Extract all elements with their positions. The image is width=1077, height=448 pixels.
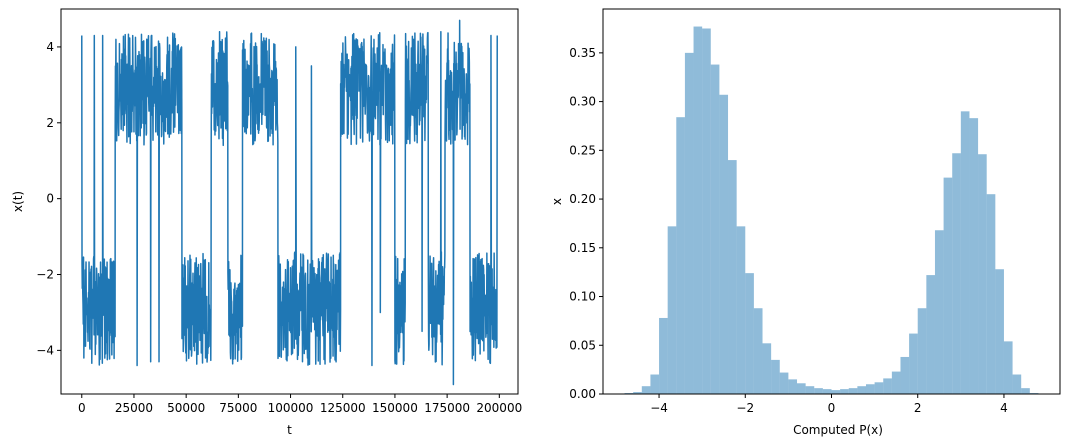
histogram-bar xyxy=(909,333,918,394)
histogram-bar xyxy=(667,226,677,394)
left-x-axis-label: t xyxy=(287,423,292,437)
left-x-tick-label: 25000 xyxy=(115,401,153,415)
histogram-bar xyxy=(1003,341,1013,394)
histogram-bar xyxy=(891,371,901,394)
left-y-axis-label: x(t) xyxy=(11,191,25,212)
left-y-tick-label: −2 xyxy=(36,268,54,282)
histogram-bar xyxy=(771,359,780,394)
right-x-tick-label: −2 xyxy=(736,401,754,415)
right-y-tick-label: 0.05 xyxy=(569,338,596,352)
histogram-bar xyxy=(633,392,642,394)
right-y-tick-label: 0.25 xyxy=(569,143,596,157)
histogram-bar xyxy=(1012,374,1022,394)
left-x-tick-label: 125000 xyxy=(320,401,366,415)
left-x-tick-label: 200000 xyxy=(476,401,522,415)
left-x-tick-label: 175000 xyxy=(424,401,470,415)
right-y-tick-label: 0.10 xyxy=(569,290,596,304)
left-y-tick-label: −4 xyxy=(36,343,54,357)
left-y-tick-label: 0 xyxy=(46,192,54,206)
histogram-bar xyxy=(883,378,892,394)
histogram-bar xyxy=(719,94,729,395)
left-axes-frame xyxy=(60,8,519,395)
histogram-bar xyxy=(865,384,875,394)
histogram-bar xyxy=(659,317,668,394)
left-y-ticks: −4 −2 0 2 4 xyxy=(36,40,61,357)
right-chart-panel: −4 −2 0 2 4 0.00 0.05 0.10 0.15 0.20 0.25 0.30 0.35… xyxy=(550,8,1061,437)
histogram-bar xyxy=(831,390,841,394)
histogram-bar xyxy=(943,177,953,394)
histogram-bar xyxy=(822,389,832,394)
right-x-tick-label: 2 xyxy=(914,401,922,415)
histogram-bar xyxy=(710,64,720,394)
right-y-ticks: 0.00 0.05 0.10 0.15 0.20 0.25 0.30 0.35 xyxy=(569,46,603,401)
histogram-bar xyxy=(805,386,815,394)
histogram-bar xyxy=(934,230,944,394)
right-x-axis-label: Computed P(x) xyxy=(793,423,883,437)
right-y-axis-label: x xyxy=(550,198,564,205)
left-plot-area xyxy=(81,19,498,386)
left-x-tick-label: 0 xyxy=(78,401,86,415)
right-y-tick-label: 0.35 xyxy=(569,46,596,60)
left-x-ticks: 0 25000 50000 75000 100000 125000 150000 175000… xyxy=(78,394,522,415)
right-x-tick-label: −4 xyxy=(650,401,668,415)
histogram-bar xyxy=(684,52,694,395)
right-histogram-bars xyxy=(624,26,1039,395)
histogram-bar xyxy=(814,388,823,394)
histogram-bar xyxy=(797,383,806,394)
histogram-bar xyxy=(676,117,685,394)
histogram-bar xyxy=(960,111,970,394)
right-y-tick-label: 0.15 xyxy=(569,241,596,255)
histogram-bar xyxy=(986,194,996,394)
histogram-bar xyxy=(848,388,858,394)
right-x-tick-label: 4 xyxy=(1000,401,1008,415)
histogram-bar xyxy=(978,154,987,394)
left-y-tick-label: 2 xyxy=(46,116,54,130)
histogram-bar xyxy=(917,308,927,394)
left-chart-panel: 0 25000 50000 75000 100000 125000 150000 175000… xyxy=(11,8,522,437)
histogram-bar xyxy=(650,374,660,394)
histogram-bar xyxy=(779,372,789,394)
histogram-bar xyxy=(1021,388,1030,394)
histogram-bar xyxy=(762,343,772,394)
left-x-tick-label: 150000 xyxy=(372,401,418,415)
histogram-bar xyxy=(874,382,884,394)
histogram-bar xyxy=(952,153,961,394)
histogram-bar xyxy=(693,26,703,394)
histogram-bar xyxy=(736,226,746,394)
left-y-tick-label: 4 xyxy=(46,40,54,54)
histogram-bar xyxy=(995,269,1004,394)
left-x-tick-label: 50000 xyxy=(167,401,205,415)
histogram-bar xyxy=(745,273,754,394)
histogram-bar xyxy=(753,308,763,394)
histogram-bar xyxy=(728,160,737,394)
left-x-tick-label: 75000 xyxy=(219,401,257,415)
histogram-bar xyxy=(857,386,866,394)
histogram-bar xyxy=(702,28,711,395)
right-y-tick-label: 0.00 xyxy=(569,387,596,401)
histogram-bar xyxy=(840,389,849,394)
right-x-ticks: −4 −2 0 2 4 xyxy=(650,394,1008,415)
histogram-bar xyxy=(641,386,651,394)
right-x-tick-label: 0 xyxy=(828,401,836,415)
right-y-tick-label: 0.20 xyxy=(569,192,596,206)
series-line-xt xyxy=(81,19,498,386)
histogram-bar xyxy=(788,379,798,394)
histogram-bar xyxy=(969,118,979,394)
histogram-bar xyxy=(900,356,910,394)
histogram-bar xyxy=(926,275,935,394)
right-y-tick-label: 0.30 xyxy=(569,95,596,109)
left-x-tick-label: 100000 xyxy=(268,401,314,415)
